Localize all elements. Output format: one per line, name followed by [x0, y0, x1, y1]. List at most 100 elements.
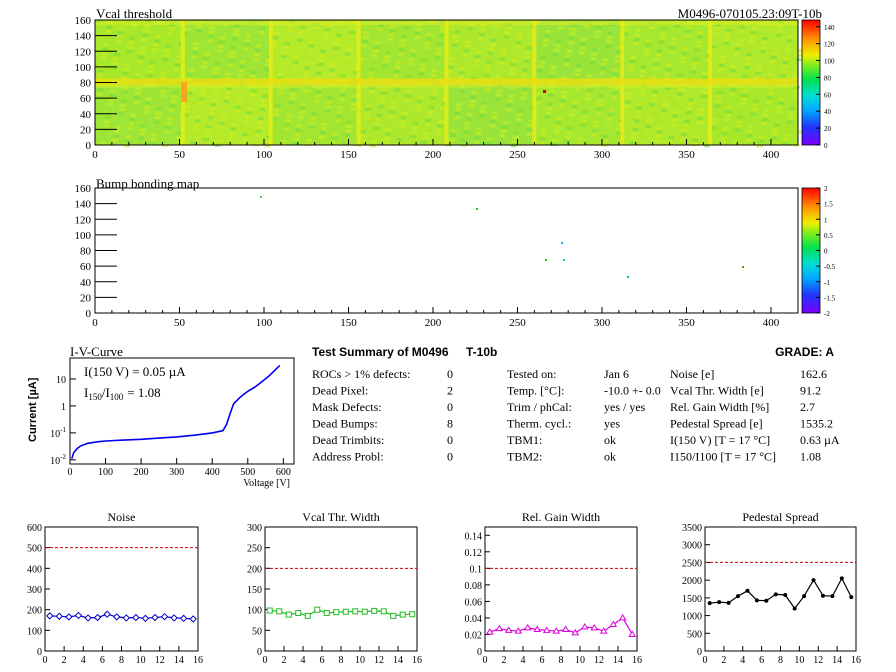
iv-xlabel: Voltage [V] — [243, 478, 290, 489]
bump-ytick-label: 140 — [75, 199, 92, 211]
iv-ylabel: Current [µA] — [27, 377, 39, 442]
chart-point — [266, 607, 273, 614]
chart-point — [504, 626, 513, 633]
chart-point — [122, 614, 130, 622]
vcal-xtick-label: 400 — [763, 149, 780, 161]
chart-point — [783, 593, 788, 598]
chart-title: Noise — [108, 510, 136, 524]
chart-point — [74, 611, 83, 620]
chart-point — [361, 608, 368, 615]
chart-ytick-label: 3500 — [682, 523, 702, 534]
chart-ytick-label: 0.14 — [465, 531, 483, 542]
bump-ytick-label: 120 — [75, 214, 92, 226]
chart-point — [745, 588, 750, 593]
bump-bonding-map — [260, 196, 744, 278]
chart-ytick-label: 2500 — [682, 558, 702, 569]
iv-curve-line — [71, 364, 281, 459]
vcal-map-title: Vcal threshold — [96, 6, 173, 21]
summary-right-value: 162.6 — [800, 367, 827, 381]
vcal-ytick-label: 140 — [75, 31, 92, 43]
chart-xtick-label: 6 — [100, 655, 105, 666]
vcal-color-palette: 0 20 40 60 80 100 120 140 — [801, 19, 835, 150]
chart-point — [65, 613, 73, 621]
chart-ytick-label: 0.1 — [470, 564, 483, 575]
chart-point — [514, 627, 523, 634]
bump-ytick-label: 100 — [75, 230, 92, 242]
chart-ytick-label: 400 — [27, 564, 42, 575]
chart-xtick-label: 8 — [778, 655, 783, 666]
chart-point — [314, 606, 321, 613]
vcal-palette-tick-label: 40 — [824, 108, 832, 116]
chart-xtick-label: 2 — [721, 655, 726, 666]
bump-map-axes: 0 50 100 150 200 250 300 350 400 0 20 40 60 80 100 120 1… — [75, 183, 799, 329]
chart-xtick-label: 12 — [594, 655, 604, 666]
summary-right-value: 91.2 — [800, 384, 821, 398]
summary-right-value: 1.08 — [800, 450, 821, 464]
chart-point — [849, 595, 854, 600]
vcal-map-axes: 0 50 100 150 200 250 300 350 400 0 20 40 60 80 100 120 1… — [75, 15, 799, 161]
vcal-xtick-label: 150 — [340, 149, 357, 161]
chart-point — [409, 611, 416, 618]
chart-xtick-label: 0 — [703, 655, 708, 666]
vcal-ytick-label: 80 — [80, 78, 92, 90]
dead-bump-pixel — [563, 259, 565, 261]
chart-xtick-label: 16 — [193, 655, 203, 666]
iv-ytick-label: 1 — [61, 402, 66, 413]
summary-left-value: 2 — [447, 384, 453, 398]
chart-point — [773, 592, 778, 597]
vcal-palette-tick-label: 0 — [824, 142, 828, 150]
chart-xtick-label: 10 — [575, 655, 585, 666]
summary-mid-value: Jan 6 — [604, 367, 629, 381]
summary-right-value: 2.7 — [800, 400, 815, 414]
module-id: M0496-070105.23:09T-10b — [678, 6, 822, 21]
chart-ytick-label: 200 — [247, 564, 262, 575]
bump-xtick-label: 300 — [594, 317, 611, 329]
chart-point — [533, 625, 542, 633]
iv-xtick-label: 600 — [276, 467, 291, 478]
summary-mid-value: ok — [604, 433, 616, 447]
chart-ytick-label: 0.08 — [465, 581, 483, 592]
bump-ytick-label: 60 — [80, 261, 92, 273]
chart-xtick-label: 2 — [502, 655, 507, 666]
summary-mid-label: Tested on: — [507, 367, 556, 381]
chart-point — [580, 623, 589, 630]
summary-right-label: Pedestal Spread [e] — [670, 417, 763, 431]
chart-point — [285, 611, 292, 618]
grade: GRADE: A — [775, 345, 834, 359]
chart-point — [590, 623, 599, 631]
bump-xtick-label: 250 — [509, 317, 526, 329]
bump-palette-tick-label: 2 — [824, 185, 828, 193]
summary-left-label: Address Probl: — [312, 450, 384, 464]
summary-mid-value: yes — [604, 417, 620, 431]
chart-point — [811, 578, 816, 583]
chart-frame — [704, 526, 857, 652]
summary-mid-label: Trim / phCal: — [507, 400, 572, 414]
vcal-xtick-label: 350 — [678, 149, 695, 161]
chart-point — [93, 613, 102, 622]
chart-point — [839, 576, 844, 581]
summary-mid-label: Temp. [°C]: — [507, 384, 564, 398]
summary-results-table: Noise [e] 162.6 Vcal Thr. Width [e] 91.2 Rel… — [670, 367, 840, 464]
iv-xtick-label: 200 — [134, 467, 149, 478]
chart-xtick-label: 8 — [339, 655, 344, 666]
summary-right-label: Noise [e] — [670, 367, 714, 381]
chart-point — [323, 609, 330, 616]
bump-xtick-label: 100 — [256, 317, 273, 329]
chart-xtick-label: 2 — [62, 655, 67, 666]
chart-point — [717, 600, 722, 605]
chart-point — [399, 611, 406, 618]
summary-defects-table: ROCs > 1% defects: 0 Dead Pixel: 2 Mask Defe… — [312, 367, 453, 464]
chart-point — [523, 623, 532, 631]
bump-map-title: Bump bonding map — [96, 176, 199, 191]
chart-ytick-label: 500 — [27, 544, 42, 555]
chart-point — [371, 607, 378, 614]
chart-xtick-label: 4 — [81, 655, 86, 666]
bump-xtick-label: 350 — [678, 317, 695, 329]
summary-right-value: 0.63 µA — [800, 433, 840, 447]
chart-xtick-label: 14 — [393, 655, 403, 666]
summary-mid-label: Therm. cycl.: — [507, 417, 571, 431]
dead-bump-pixel — [627, 276, 629, 278]
summary-right-value: 1535.2 — [800, 417, 833, 431]
chart-xtick-label: 14 — [613, 655, 623, 666]
